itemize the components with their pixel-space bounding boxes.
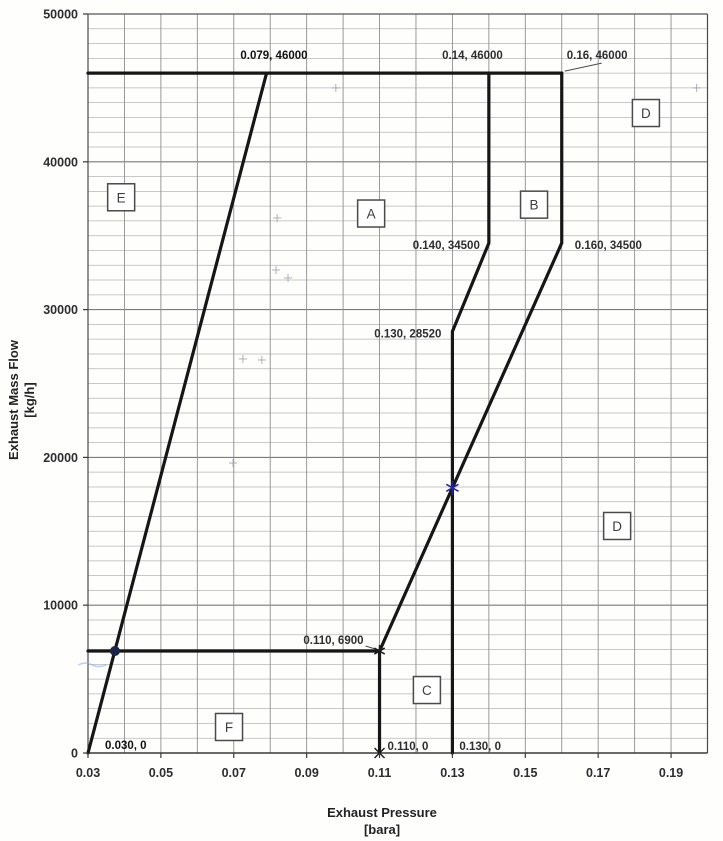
boundary-middle-boundary	[450, 71, 491, 755]
annotation-label: 0.16, 46000	[567, 50, 628, 62]
marker-stroke	[445, 483, 459, 493]
zone-letter: E	[117, 190, 126, 205]
zone-letter: D	[612, 519, 622, 534]
zone-letter: B	[530, 198, 539, 213]
annotation-label: 0.130, 0	[459, 741, 501, 753]
marker-asterisk	[373, 645, 386, 658]
zone-box-frame	[106, 183, 136, 212]
zone-box-f: F	[214, 712, 244, 742]
zone-letter: C	[422, 683, 432, 698]
zone-box-frame	[602, 511, 632, 541]
annotation-label: 0.130, 28520	[374, 328, 441, 340]
zone-box-d: D	[631, 98, 661, 128]
y-tick-label: 10000	[43, 599, 78, 613]
x-axis-unit-text: [bara]	[364, 822, 400, 837]
zone-letter: D	[641, 106, 651, 121]
annotation-label: 0.079, 46000	[240, 50, 307, 62]
x-axis-title: Exhaust Pressure [bara]	[327, 805, 437, 837]
x-tick-label: 0.19	[659, 766, 683, 780]
annotation-label: 0.160, 34500	[575, 240, 642, 252]
boundary-zone-e-left-boundary	[86, 71, 269, 755]
y-tick-label: 20000	[43, 451, 78, 465]
x-tick-label: 0.11	[368, 766, 392, 780]
zone-letter: F	[225, 720, 233, 735]
y-tick-label: 0	[71, 747, 78, 761]
zone-box-frame	[356, 199, 386, 228]
y-tick-label: 30000	[43, 303, 78, 317]
annotation-label: 0.140, 34500	[413, 240, 480, 252]
zone-box-c: C	[412, 675, 442, 705]
marker-stroke	[373, 647, 386, 655]
marker-dot	[109, 646, 120, 657]
gridlines	[87, 13, 709, 754]
zone-letter: A	[367, 207, 376, 222]
x-axis-ticks: 0.03 0.05 0.07 0.09 0.11 0.13 0.15 0.17 0.19	[76, 753, 683, 780]
x-tick-label: 0.13	[440, 766, 464, 780]
scan-scribble	[77, 662, 107, 668]
zone-box-e: E	[106, 183, 136, 212]
x-tick-label: 0.09	[294, 766, 318, 780]
zone-box-d: D	[602, 511, 632, 541]
annotations: 0.079, 46000 0.14, 46000 0.16, 46000 0.140,…	[105, 50, 642, 753]
zone-box-frame	[631, 98, 661, 128]
y-axis-title-text: Exhaust Mass Flow	[6, 339, 21, 460]
y-tick-label: 50000	[43, 8, 78, 22]
x-tick-label: 0.07	[222, 766, 246, 780]
boundary-lines	[86, 71, 564, 755]
x-tick-label: 0.05	[149, 766, 173, 780]
annotation-leader	[564, 62, 602, 72]
zone-box-frame	[214, 712, 244, 742]
y-axis-title: Exhaust Mass Flow [kg/h]	[6, 339, 37, 460]
zone-box-frame	[412, 675, 442, 705]
y-axis-unit-text: [kg/h]	[22, 382, 37, 417]
annotation-label: 0.110, 6900	[303, 635, 363, 647]
x-tick-label: 0.17	[586, 766, 610, 780]
zone-box-b: B	[519, 190, 549, 219]
annotation-label: 0.14, 46000	[442, 50, 503, 62]
zone-labels: E A B D D C F	[106, 98, 661, 742]
x-tick-label: 0.15	[513, 766, 537, 780]
zone-box-a: A	[356, 199, 386, 228]
x-tick-label: 0.03	[76, 766, 100, 780]
marker-asterisk	[445, 480, 459, 495]
boundary-right-boundary	[377, 71, 564, 653]
y-axis-ticks: 0 10000 20000 30000 40000 50000	[43, 8, 88, 761]
y-tick-label: 40000	[43, 155, 78, 169]
annotation-label: 0.030, 0	[105, 740, 147, 752]
faint-plus-marks	[229, 83, 701, 468]
x-axis-title-text: Exhaust Pressure	[327, 805, 437, 820]
annotation-label: 0.110, 0	[388, 741, 429, 753]
zone-box-frame	[519, 190, 549, 219]
